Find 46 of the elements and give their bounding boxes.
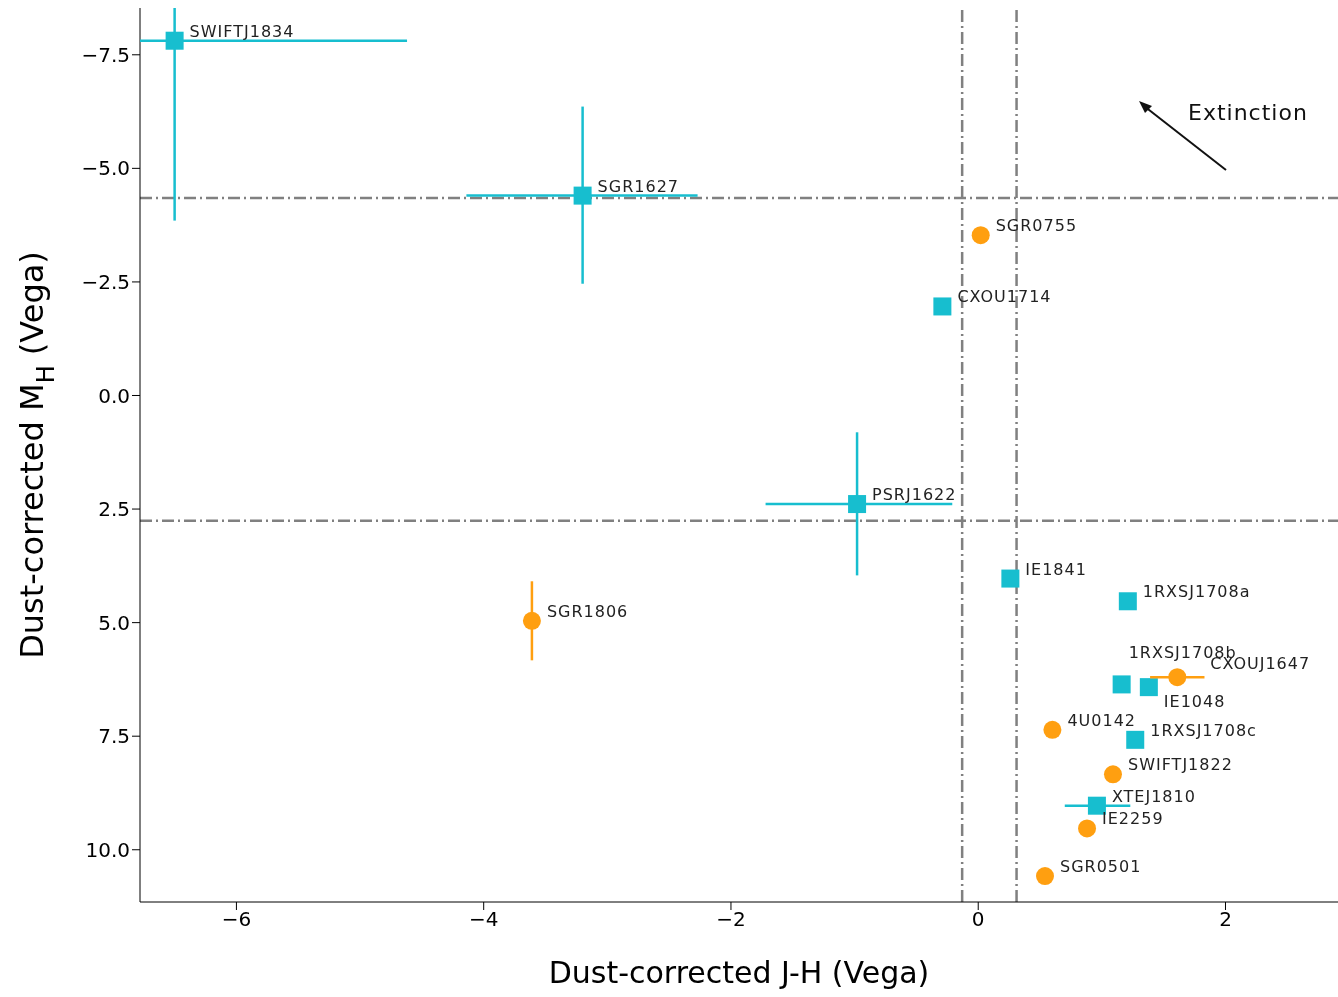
annotation: 1RXSJ1708c bbox=[1150, 720, 1257, 740]
point bbox=[971, 226, 990, 245]
y-tick-label: −5.0 bbox=[81, 156, 130, 181]
point bbox=[1126, 730, 1145, 749]
x-tick-label: 2 bbox=[1219, 907, 1232, 932]
x-tick-label: −2 bbox=[716, 907, 746, 932]
annotation: XTEJ1810 bbox=[1111, 786, 1196, 806]
point bbox=[522, 611, 541, 630]
annotation: PSRJ1622 bbox=[872, 485, 957, 505]
point bbox=[1118, 592, 1137, 611]
annotation: CXOU1714 bbox=[957, 287, 1052, 307]
y-tick-label: −2.5 bbox=[81, 270, 130, 295]
x-tick-label: 0 bbox=[971, 907, 985, 932]
y-tick-label: 0.0 bbox=[98, 383, 130, 408]
point bbox=[1112, 675, 1131, 694]
annotation: IE2259 bbox=[1102, 809, 1164, 829]
point bbox=[1035, 867, 1054, 886]
y-tick-label: 5.0 bbox=[98, 610, 130, 635]
annotation: 1RXSJ1708a bbox=[1142, 582, 1251, 602]
point bbox=[1168, 668, 1187, 687]
annotation: SWIFTJ1822 bbox=[1127, 755, 1233, 775]
annotation: IE1048 bbox=[1163, 692, 1226, 712]
point bbox=[573, 186, 592, 205]
annotation: SWIFTJ1834 bbox=[189, 21, 295, 41]
annotation: 4U0142 bbox=[1067, 710, 1137, 730]
x-tick-label: −6 bbox=[221, 907, 252, 932]
point bbox=[1103, 765, 1122, 784]
annotation: SGR0501 bbox=[1059, 857, 1142, 877]
point bbox=[165, 31, 184, 50]
y-tick-label: 7.5 bbox=[98, 724, 130, 749]
y-tick-label: 10.0 bbox=[85, 837, 130, 862]
point bbox=[1078, 819, 1097, 838]
y-tick-label: −7.5 bbox=[81, 42, 130, 67]
x-axis-title: Dust-corrected J-H (Vega) bbox=[548, 955, 930, 990]
point bbox=[1043, 720, 1062, 739]
annotation: IE1841 bbox=[1025, 559, 1087, 579]
x-tick-label: −4 bbox=[468, 907, 499, 932]
point bbox=[1139, 678, 1158, 697]
y-tick-label: 2.5 bbox=[98, 497, 130, 522]
point bbox=[1001, 569, 1020, 588]
annotation: Extinction bbox=[1188, 100, 1308, 125]
point bbox=[933, 297, 952, 316]
annotation: SGR0755 bbox=[995, 216, 1078, 236]
annotation: SGR1806 bbox=[546, 601, 629, 621]
annotation: SGR1627 bbox=[597, 176, 679, 196]
point bbox=[848, 495, 867, 514]
